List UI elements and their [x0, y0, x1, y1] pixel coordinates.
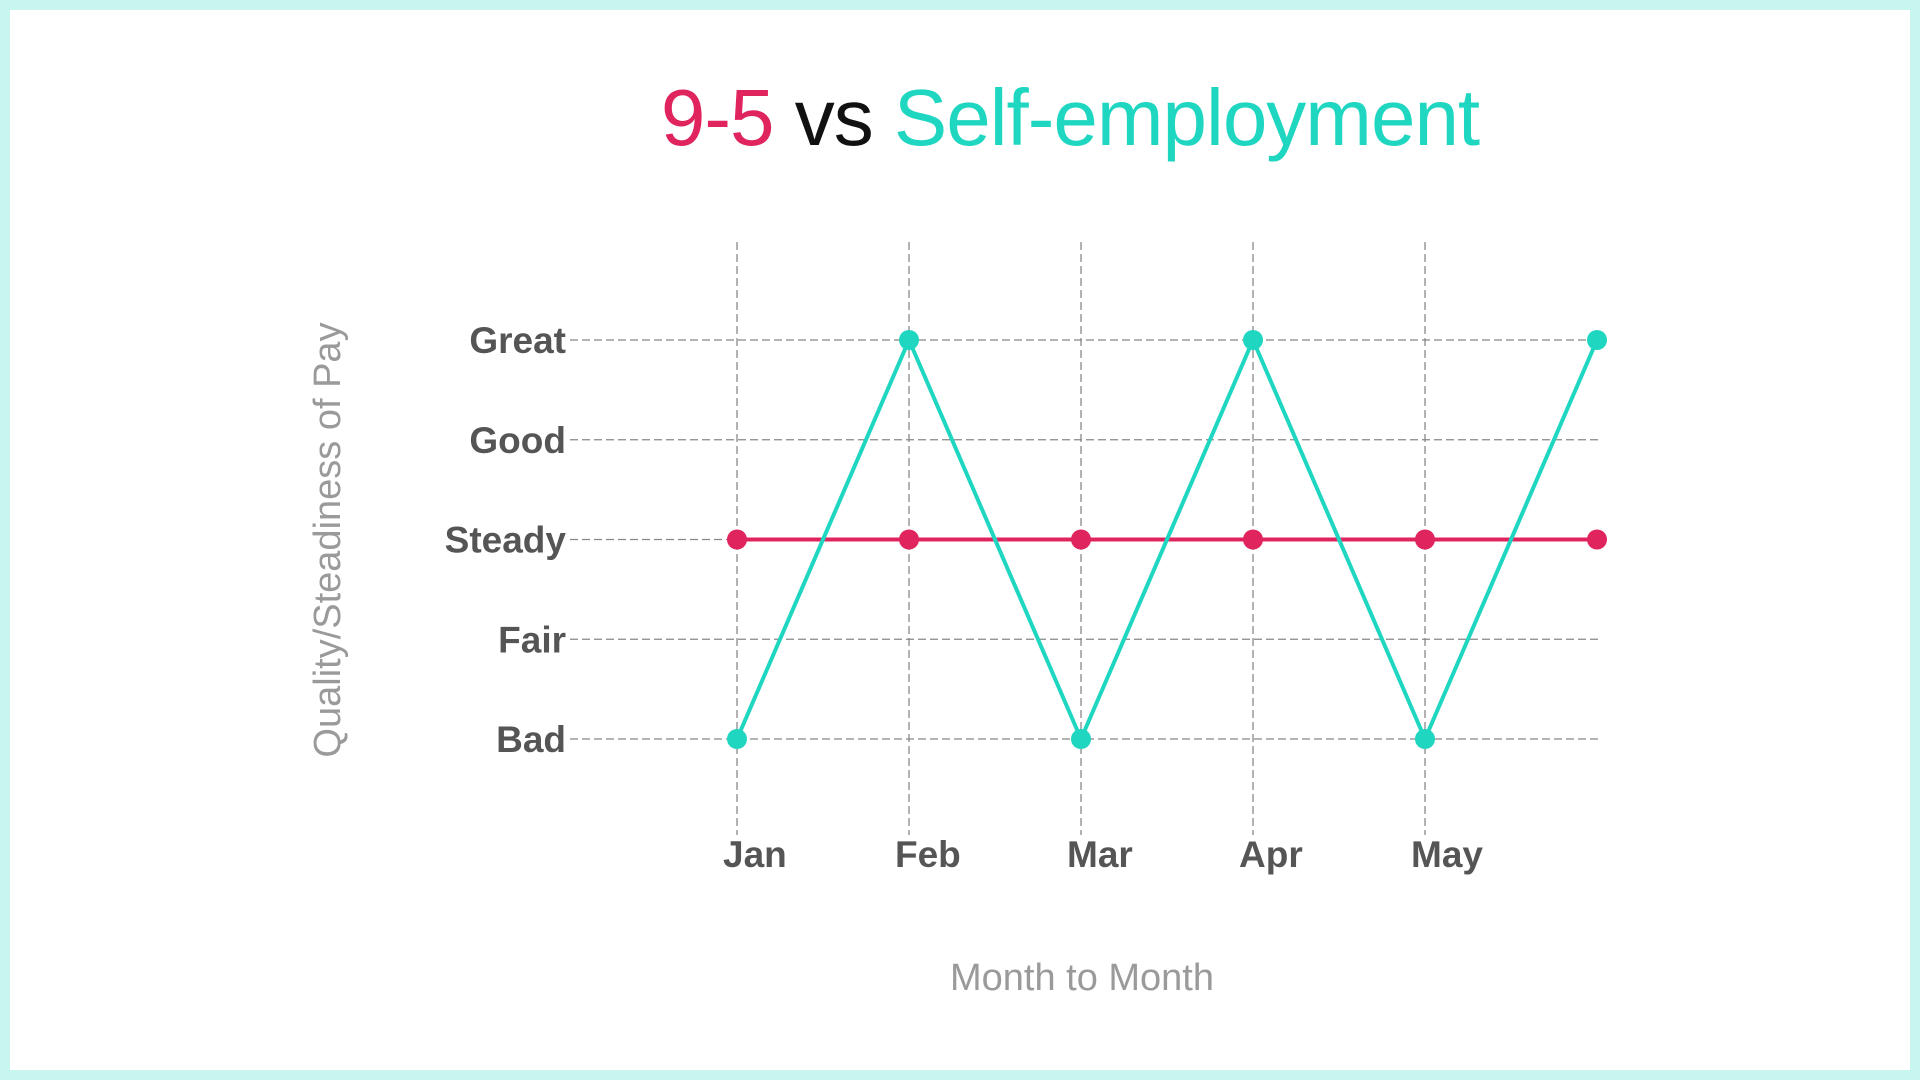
y-axis-label: Quality/Steadiness of Pay [307, 322, 349, 757]
series-line-self-employment [735, 338, 1599, 741]
data-point [1415, 729, 1435, 749]
y-tick-label: Good [469, 420, 566, 461]
data-point [1243, 330, 1263, 350]
y-tick-label: Bad [496, 719, 566, 760]
x-axis-label: Month to Month [950, 957, 1214, 999]
data-point [899, 529, 919, 550]
data-point [1587, 529, 1607, 550]
y-tick-label: Great [469, 320, 566, 361]
x-tick-label: Jan [723, 834, 787, 875]
data-point [899, 330, 919, 350]
data-point [727, 529, 747, 550]
data-point [1071, 529, 1091, 550]
data-point [1071, 729, 1091, 749]
tick-labels: Bad Fair Steady Good Great Jan Feb Mar Apr May [445, 320, 1484, 875]
data-point [727, 729, 747, 749]
title-vs: vs [773, 73, 894, 162]
data-point [1587, 330, 1607, 350]
series-layer [727, 330, 1607, 749]
y-tick-label: Steady [445, 520, 567, 561]
title-9-5: 9-5 [660, 73, 775, 162]
x-tick-label: Feb [895, 834, 961, 875]
chart-title: 9-5 vs Self-employment [0, 78, 1920, 158]
y-tick-label: Fair [498, 619, 566, 660]
x-tick-label: May [1411, 834, 1483, 875]
x-tick-label: Apr [1239, 834, 1303, 875]
data-point [1415, 529, 1435, 550]
data-point [1243, 529, 1263, 550]
title-self-employment: Self-employment [893, 73, 1480, 162]
x-tick-label: Mar [1067, 834, 1133, 875]
